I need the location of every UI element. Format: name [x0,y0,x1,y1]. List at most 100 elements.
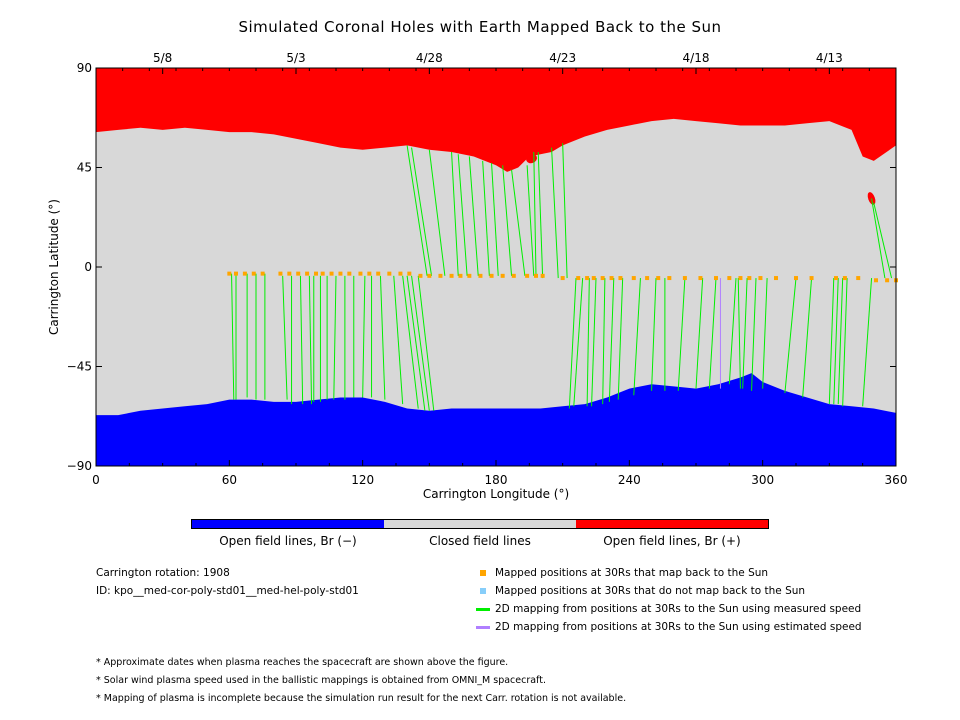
mapped-point [874,278,878,283]
mapped-point [618,276,623,281]
mapped-point [489,273,494,278]
mapping-line-measured [842,278,848,407]
mapping-line-measured [586,278,590,407]
mapped-point [511,273,516,278]
mapped-point [251,271,256,276]
mapping-line-measured [362,275,366,398]
mapped-point [314,271,318,276]
colorbar-label-negative: Open field lines, Br (−) [219,534,357,548]
legend-estimated-label: 2D mapping from positions at 30Rs to the… [495,621,862,633]
top-date-label: 4/28 [416,51,443,65]
mapping-line-measured [231,273,235,400]
mapping-line-measured [837,278,844,405]
mapped-point [347,271,352,276]
legend-mapped-label: Mapped positions at 30Rs that map back t… [495,567,769,579]
mapping-line-measured [333,275,337,400]
mapping-line-measured [502,165,513,276]
mapped-swatch [480,570,486,576]
mapped-point [398,271,403,276]
mapping-line-measured [526,165,535,276]
top-date-label: 5/3 [286,51,305,65]
mapping-line-measured [784,278,797,394]
x-tick-label: 180 [485,473,508,487]
mapped-point [358,271,363,276]
note-speed: * Solar wind plasma speed used in the ba… [96,675,546,686]
top-date-label: 4/23 [549,51,576,65]
estimated-swatch [476,625,490,629]
mapped-point [227,271,232,276]
mapping-line-measured [451,151,459,276]
mapped-point [682,276,687,281]
mapping-line-measured [873,202,893,279]
mapping-line-measured [406,275,426,411]
mapping-line-measured [802,278,813,398]
mapped-point [329,271,334,276]
mapped-point [418,273,423,278]
x-tick-label: 300 [751,473,774,487]
legend-estimated: 2D mapping from positions at 30Rs to the… [476,621,862,633]
measured-swatch [476,607,490,611]
mapped-point [576,276,581,281]
y-tick-label: 0 [84,260,92,274]
mapping-line-measured [562,143,568,279]
colorbar-label-closed: Closed field lines [429,534,531,548]
colorbar-closed [384,520,576,528]
mapped-point [591,276,596,281]
mapped-point [525,273,530,278]
mapping-line-measured [708,278,717,389]
top-date-label: 5/8 [153,51,172,65]
mapped-point [478,273,483,278]
mapped-point [809,276,814,281]
mapped-point [600,276,605,281]
plot-area [96,68,898,466]
y-tick-label: −90 [67,459,92,473]
mapped-point [747,276,752,281]
x-tick-label: 240 [618,473,641,487]
mapped-point [296,271,301,276]
mapped-point [842,276,847,281]
mapped-point [320,271,325,276]
mapped-point [500,273,505,278]
x-tick-label: 0 [92,473,100,487]
mapped-point [631,276,636,281]
mapped-point [667,276,672,281]
colorbar-open-positive [576,520,768,528]
legend-unmapped: Mapped positions at 30Rs that do not map… [476,585,805,597]
mapped-point [458,273,463,278]
mapping-line-measured [591,278,597,407]
mapping-line-measured [828,278,835,405]
mapped-point [260,271,265,276]
mapping-line-measured [511,169,526,276]
mapped-point [794,276,798,281]
mapped-point [856,276,861,281]
mapping-line-measured [537,152,544,279]
south-coronal-hole [96,373,896,466]
mapped-point [467,273,472,278]
mapped-point [609,276,614,281]
y-tick-label: 45 [77,161,92,175]
mapped-point [645,276,650,281]
legend-unmapped-label: Mapped positions at 30Rs that do not map… [495,585,806,597]
mapping-line-measured [533,152,537,276]
mapping-line-measured [308,275,313,405]
unmapped-swatch [480,588,486,594]
mapping-line-measured [411,147,433,276]
mapping-line-measured [633,278,641,396]
legend-mapped: Mapped positions at 30Rs that map back t… [476,567,768,579]
mapped-point [774,276,778,281]
mapping-line-measured [602,278,606,405]
colorbar-open-negative [192,520,384,528]
mapping-line-measured [282,275,288,400]
mapped-point [714,276,718,281]
mapped-point [540,273,545,278]
mapping-line-measured [568,278,577,409]
mapping-line-measured [728,278,737,385]
mapping-line-measured [573,278,584,407]
mapping-line-measured [402,275,419,409]
y-axis-label: Carrington Latitude (°) [47,199,61,335]
mapped-point [376,271,381,276]
mapping-line-measured [751,278,757,391]
mapping-line-measured [833,278,839,405]
x-axis-label: Carrington Longitude (°) [423,487,569,501]
mapped-point [698,276,703,281]
